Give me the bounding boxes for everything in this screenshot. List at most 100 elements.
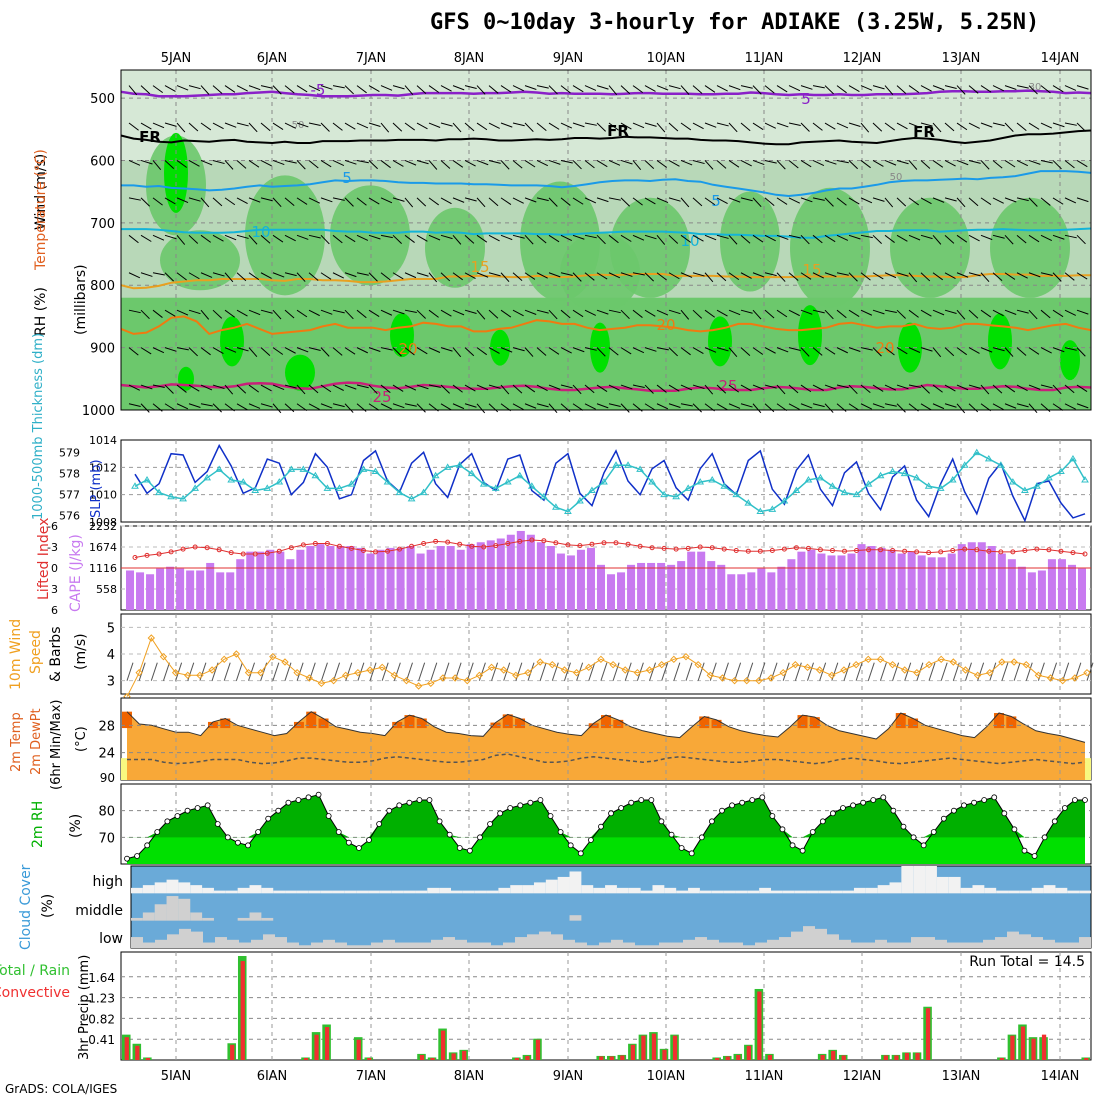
- wind10-barb: [1050, 662, 1058, 681]
- cloud-bar-high: [593, 887, 606, 894]
- temp2m-max: [306, 711, 317, 729]
- cloud-bar-high: [960, 887, 973, 894]
- thickness-marker: [828, 482, 837, 489]
- wind-barb: [560, 272, 573, 276]
- wind-barb: [272, 85, 282, 95]
- rh-blob: [720, 191, 780, 292]
- cloud-bar-high: [699, 890, 712, 894]
- wind-barb: [824, 159, 837, 165]
- wind-barb: [1004, 160, 1016, 168]
- wind-barb: [728, 160, 740, 168]
- rh2m-marker: [789, 842, 796, 849]
- wind-barb: [776, 309, 788, 318]
- wind-barb: [332, 122, 343, 131]
- cloud-bar-high: [225, 890, 238, 894]
- cloud-bar-low: [947, 942, 959, 948]
- wind-barb: [908, 160, 918, 170]
- thickness-marker: [1033, 482, 1041, 489]
- wind10-barb: [661, 662, 669, 681]
- cloud-bar-high: [901, 866, 914, 894]
- wind-barb: [1016, 197, 1029, 202]
- wind-barb: [656, 403, 669, 410]
- wind-barb: [836, 122, 849, 129]
- wind-barb: [392, 234, 402, 245]
- wind-barb: [1064, 347, 1077, 351]
- cloud-bar-high: [581, 885, 594, 894]
- wind-barb: [248, 197, 261, 203]
- wind-barb: [200, 234, 212, 243]
- wind-barb: [152, 384, 165, 389]
- thickness-marker: [780, 497, 789, 504]
- cloud-bar-low: [1007, 931, 1019, 948]
- precip-conv-bar: [535, 1039, 541, 1060]
- isotherm-label-5: 5: [342, 169, 352, 187]
- wind-barb: [728, 309, 741, 316]
- wind-barb: [200, 85, 210, 95]
- wind-barb: [224, 122, 237, 128]
- cloud-bar-high: [237, 887, 250, 894]
- wind-barb: [608, 347, 619, 356]
- cloud-bar-middle: [261, 917, 274, 921]
- rh2m-tick-label: 70: [98, 831, 115, 846]
- wind-barb: [980, 160, 990, 170]
- wind-barb: [848, 122, 861, 128]
- wind-barb: [200, 384, 213, 391]
- rh2m-marker: [920, 842, 927, 849]
- wind10-marker: [439, 674, 447, 682]
- wind-barb: [224, 197, 236, 206]
- temp2m-max: [515, 718, 526, 729]
- wind-barb: [572, 384, 582, 395]
- rh2m-marker: [1072, 797, 1078, 803]
- wind10-marker: [694, 660, 702, 669]
- wind-barb: [320, 272, 332, 280]
- wind-barb: [848, 160, 858, 170]
- lifted-index-marker: [324, 541, 330, 546]
- lifted-index-marker: [216, 547, 222, 553]
- cape-bar: [276, 551, 285, 610]
- rh2m-marker: [235, 839, 241, 846]
- wind-barb: [872, 347, 882, 357]
- wind-barb: [1076, 197, 1089, 203]
- wind-barb: [236, 160, 247, 169]
- cape-bar: [897, 553, 906, 610]
- cloud-bar-low: [575, 942, 587, 948]
- lifted-index-marker: [336, 543, 342, 549]
- rh2m-marker: [477, 834, 483, 841]
- chart-title: GFS 0~10day 3-hourly for ADIAKE (3.25W, …: [430, 10, 1040, 35]
- wind-barb: [680, 234, 692, 243]
- wind-barb: [428, 160, 438, 170]
- wind-barb: [920, 197, 932, 205]
- cape-bar: [376, 549, 385, 610]
- cape-bar: [546, 546, 555, 610]
- lifted-index-marker: [878, 547, 884, 553]
- wind-barb: [164, 85, 176, 92]
- wind-barb: [380, 272, 391, 281]
- wind-barb: [236, 347, 249, 352]
- wind-barb: [164, 160, 175, 170]
- wind-barb: [392, 272, 404, 280]
- wind-barb: [608, 384, 621, 391]
- lifted-tick-label: 0: [51, 562, 58, 575]
- wind-label-a: 10m Wind: [8, 619, 24, 690]
- rh2m-marker: [214, 821, 221, 827]
- wind-barb: [968, 384, 981, 389]
- thickness-marker: [371, 467, 380, 475]
- wind-barb: [596, 384, 608, 393]
- precip-panel: 0.410.821.231.64 Total / Rain Convective…: [0, 951, 1092, 1061]
- cloud-bar-low: [1067, 942, 1079, 948]
- lifted-index-line: [121, 537, 1091, 569]
- wind-barb: [824, 122, 836, 130]
- cloud-bar-low: [131, 937, 143, 948]
- wind-barb: [764, 384, 777, 389]
- wind-barb: [332, 403, 345, 408]
- wind-barb: [524, 272, 536, 280]
- rh2m-marker: [658, 818, 665, 825]
- wind-barb: [440, 384, 450, 394]
- wind-barb: [416, 85, 427, 94]
- wind-barb: [1004, 403, 1017, 409]
- wind-barb: [620, 403, 630, 413]
- wind-barb: [560, 309, 571, 319]
- temp2m-max: [699, 716, 710, 729]
- rh2m-marker: [991, 794, 998, 801]
- precip-conv-bar: [999, 1057, 1005, 1060]
